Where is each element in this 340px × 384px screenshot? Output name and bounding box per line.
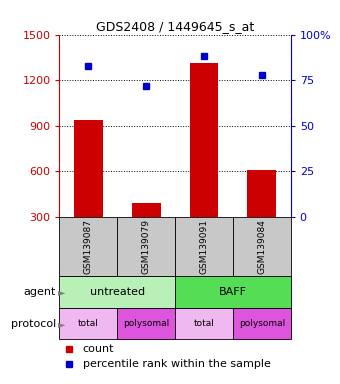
Bar [175, 217, 233, 276]
Text: protocol: protocol [11, 319, 56, 329]
Text: GSM139079: GSM139079 [142, 219, 151, 274]
Bar [233, 217, 291, 276]
Text: BAFF: BAFF [219, 287, 247, 297]
Bar [117, 308, 175, 339]
Bar [190, 63, 218, 217]
Text: GSM139084: GSM139084 [257, 219, 266, 274]
Text: ►: ► [58, 319, 65, 329]
Bar [59, 308, 117, 339]
Text: GSM139091: GSM139091 [200, 219, 208, 274]
Bar [233, 308, 291, 339]
Text: ►: ► [58, 287, 65, 297]
Text: GSM139087: GSM139087 [84, 219, 93, 274]
Bar [59, 217, 117, 276]
Text: agent: agent [24, 287, 56, 297]
Bar [175, 276, 291, 308]
Text: polysomal: polysomal [239, 319, 285, 328]
Bar [117, 217, 175, 276]
Text: count: count [83, 344, 114, 354]
Title: GDS2408 / 1449645_s_at: GDS2408 / 1449645_s_at [96, 20, 254, 33]
Bar [59, 276, 175, 308]
Text: total: total [78, 319, 99, 328]
Text: untreated: untreated [90, 287, 145, 297]
Text: polysomal: polysomal [123, 319, 169, 328]
Bar [74, 121, 103, 217]
Bar [132, 203, 161, 217]
Bar [175, 308, 233, 339]
Text: total: total [193, 319, 215, 328]
Bar [247, 170, 276, 217]
Text: percentile rank within the sample: percentile rank within the sample [83, 359, 271, 369]
